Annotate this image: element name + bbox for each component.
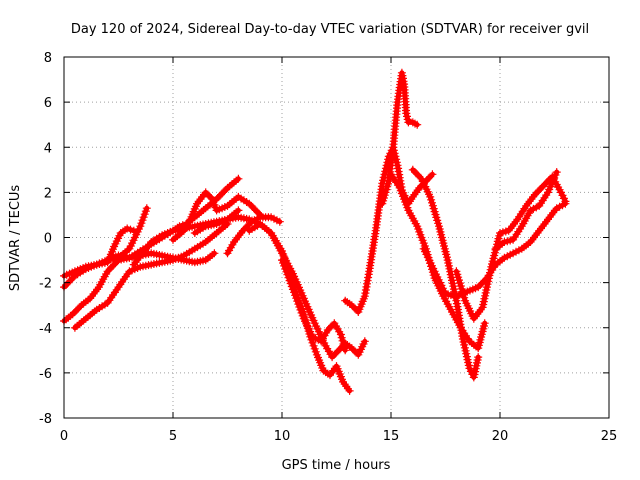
series-markers: [408, 165, 483, 382]
x-tick-label: 0: [60, 429, 68, 444]
series-arc-16: [419, 199, 570, 301]
y-axis-label: SDTVAR / TECUs: [8, 185, 23, 292]
series-arc-13: [378, 68, 422, 208]
series-markers: [491, 168, 561, 253]
y-tick-label: 8: [44, 51, 52, 66]
series-markers: [169, 188, 265, 244]
series-arc-11: [278, 256, 350, 355]
series-markers: [378, 68, 422, 208]
series-arc-17: [452, 172, 570, 323]
y-tick-label: -2: [39, 277, 52, 292]
x-tick-label: 15: [383, 429, 400, 444]
series-line: [410, 167, 481, 380]
series-markers: [452, 172, 570, 323]
series-arc-15: [408, 165, 483, 382]
data-series: [60, 68, 570, 395]
chart-title: Day 120 of 2024, Sidereal Day-to-day VTE…: [71, 22, 589, 37]
y-tick-label: 2: [44, 186, 52, 201]
series-arc-7: [169, 188, 265, 244]
series-markers: [278, 256, 350, 355]
y-tick-label: -6: [39, 367, 52, 382]
series-arc-18: [491, 168, 561, 253]
series-arc-14: [387, 170, 489, 353]
x-tick-label: 5: [169, 429, 177, 444]
series-line: [453, 174, 568, 322]
x-tick-label: 25: [601, 429, 618, 444]
y-tick-label: 4: [44, 141, 52, 156]
series-markers: [70, 220, 232, 332]
y-tick-label: -8: [39, 412, 52, 427]
axis-ticks: 0 5 10 15 20 25 -8 -6 -4 -2 0 2 4 6 8: [39, 51, 617, 444]
y-tick-label: 6: [44, 96, 52, 111]
y-tick-label: 0: [44, 232, 52, 247]
series-arc-3: [70, 220, 232, 332]
x-axis-label: GPS time / hours: [282, 458, 391, 473]
y-tick-label: -4: [39, 322, 52, 337]
x-tick-label: 20: [492, 429, 509, 444]
x-tick-label: 10: [274, 429, 291, 444]
